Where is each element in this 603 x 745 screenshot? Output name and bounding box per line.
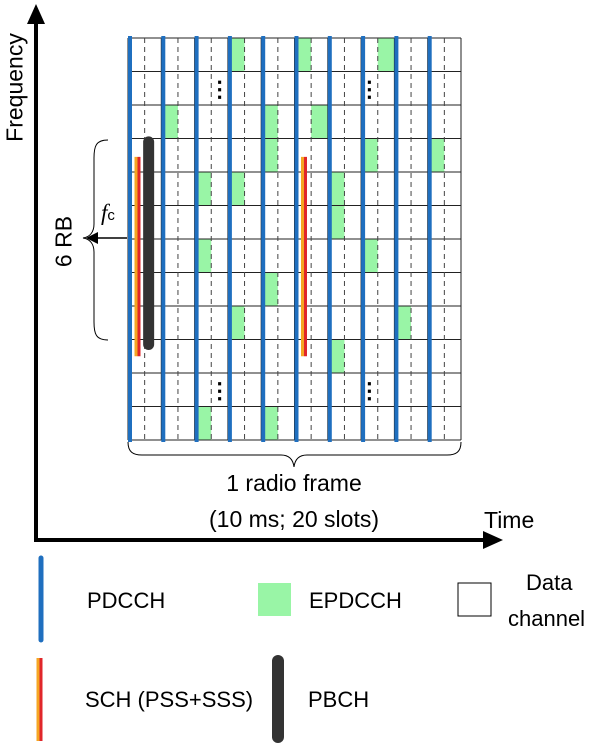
epdcch-cell [377, 38, 395, 72]
ellipsis-mark: ⋮ [209, 76, 231, 101]
y-axis-label: Frequency [1, 33, 28, 142]
epdcch-cell [327, 172, 345, 206]
epdcch-cell [394, 306, 412, 340]
epdcch-cell [261, 138, 278, 172]
epdcch-cell [194, 239, 212, 273]
six-rb-brace [82, 139, 109, 341]
ellipsis-mark: ⋮ [358, 76, 380, 101]
legend-epdcch-label: EPDCCH [309, 588, 402, 613]
x-axis-label: Time [484, 507, 535, 533]
radio-frame-brace [127, 441, 462, 468]
legend-sch-label: SCH (PSS+SSS) [85, 687, 254, 712]
radio-frame-label-line2: (10 ms; 20 slots) [209, 506, 379, 532]
radio-frame-label-line1: 1 radio frame [226, 470, 362, 496]
legend-data-channel-label-line1: Data [526, 570, 573, 595]
epdcch-cell [261, 406, 278, 440]
epdcch-cell [227, 172, 245, 206]
epdcch-cell [161, 105, 178, 139]
six-rb-label: 6 RB [50, 215, 77, 268]
legend-pdcch-label: PDCCH [87, 588, 166, 613]
fc-subscript: c [107, 207, 115, 224]
fc-main: f [101, 200, 108, 225]
epdcch-cell [194, 172, 212, 206]
epdcch-cell [327, 205, 345, 239]
legend-epdcch-swatch [258, 583, 291, 616]
y-axis-arrow [27, 4, 45, 24]
legend-data-channel-swatch [457, 582, 492, 617]
epdcch-cell [227, 306, 245, 340]
epdcch-cell [327, 339, 345, 373]
fc-label: fc [101, 199, 115, 226]
epdcch-cell [194, 406, 212, 440]
epdcch-cell [427, 138, 445, 172]
epdcch-cell [294, 38, 312, 72]
ellipsis-mark: ⋮ [209, 378, 231, 403]
epdcch-cell [261, 272, 278, 306]
epdcch-cell [361, 138, 378, 172]
epdcch-cell [227, 38, 245, 72]
epdcch-cell [261, 105, 278, 139]
epdcch-cell [361, 239, 378, 273]
ellipsis-mark: ⋮ [358, 378, 380, 403]
fc-arrow-head [86, 232, 98, 244]
legend-pbch-label: PBCH [308, 687, 370, 712]
epdcch-cell [311, 105, 328, 139]
x-axis-arrow [483, 531, 503, 549]
legend-data-channel-label-line2: channel [508, 606, 586, 631]
resource-grid: ⋮ ⋮ ⋮ ⋮ [127, 36, 462, 442]
